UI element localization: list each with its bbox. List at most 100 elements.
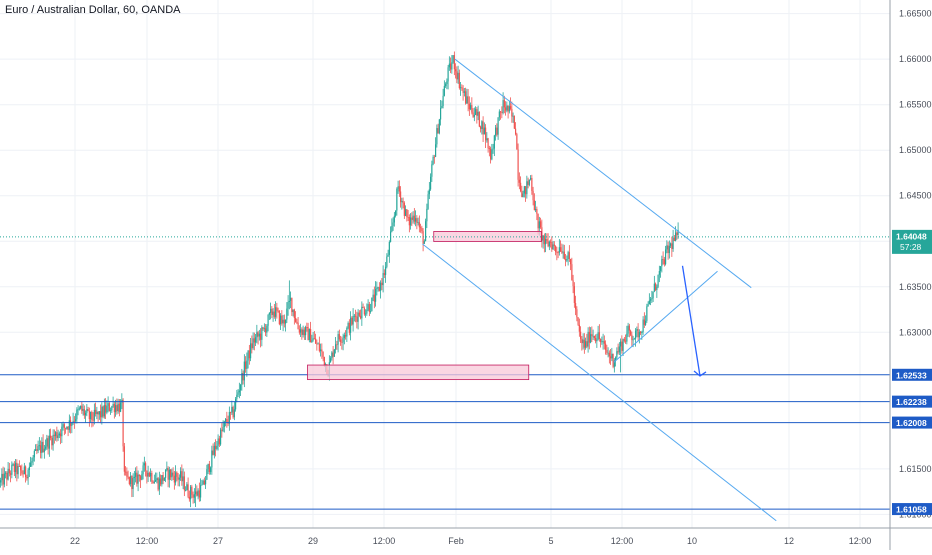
candle [150, 468, 152, 482]
candle-body [150, 472, 152, 477]
candle [185, 486, 187, 492]
candle-body [585, 341, 587, 348]
candle-body [222, 427, 224, 431]
candle-body [17, 466, 19, 475]
candle [370, 303, 372, 314]
candle [498, 109, 500, 121]
candle-body [152, 481, 154, 483]
candle [152, 480, 154, 484]
candle [640, 331, 642, 336]
candle-body [63, 424, 65, 428]
candle [448, 56, 450, 71]
candle [265, 323, 267, 337]
candle [48, 429, 50, 457]
candle [106, 400, 108, 415]
candle-body [62, 424, 64, 427]
candle-body [472, 112, 474, 117]
candle [158, 471, 160, 495]
candle [81, 401, 83, 414]
candle [397, 180, 399, 194]
candle-body [55, 432, 57, 437]
candle-body [297, 322, 299, 330]
candle [432, 154, 434, 166]
candle [457, 65, 459, 84]
candle-body [506, 105, 508, 111]
candle-body [271, 308, 273, 315]
candle-body [40, 445, 42, 453]
candle-body [220, 429, 222, 445]
candle [472, 108, 474, 119]
candle-body [496, 127, 498, 135]
candle-body [247, 350, 249, 361]
candle [555, 245, 557, 256]
candle [368, 301, 370, 317]
candle-body [6, 472, 8, 480]
trendline [454, 58, 752, 289]
candle [15, 459, 17, 479]
candle [345, 330, 347, 340]
candle [452, 55, 454, 64]
candle-body [228, 411, 230, 424]
candle-body [663, 259, 665, 265]
candle-body [451, 62, 453, 70]
candle [93, 403, 95, 425]
candle [651, 290, 653, 303]
candle-body [381, 282, 383, 286]
candle-body [456, 71, 458, 80]
candle-body [485, 127, 487, 141]
candle [440, 100, 442, 126]
candle-body [281, 315, 283, 324]
candle-body [37, 446, 39, 451]
candle-body [88, 410, 90, 420]
candle [177, 473, 179, 487]
candle-body [592, 335, 594, 337]
candle [668, 240, 670, 259]
candle [32, 454, 34, 466]
candle-body [206, 469, 208, 480]
candle-body [23, 466, 25, 475]
candle [333, 348, 335, 357]
candle [275, 301, 277, 322]
candle [58, 431, 60, 439]
candle [393, 212, 395, 227]
candle [517, 143, 519, 187]
candle [166, 461, 168, 472]
candle-body [306, 327, 308, 328]
candle [573, 282, 575, 308]
candle [8, 462, 10, 477]
trendline [422, 243, 777, 522]
candle-body [227, 422, 229, 424]
candle-body [85, 412, 87, 416]
candle [647, 301, 649, 307]
candle [466, 88, 468, 104]
candle [98, 410, 100, 420]
candle-body [646, 306, 648, 321]
candle-body [461, 87, 463, 89]
candle [666, 240, 668, 254]
candle [421, 225, 423, 234]
candle-body [100, 411, 102, 418]
candle [575, 295, 577, 316]
candle-body [601, 341, 603, 343]
candle-body [15, 462, 17, 472]
level-price-tag-label: 1.62008 [896, 418, 927, 428]
candle [473, 107, 475, 122]
candle-body [346, 327, 348, 337]
candle-body [657, 274, 659, 287]
candle-body [362, 306, 364, 308]
candle [282, 314, 284, 332]
candle-body [130, 476, 132, 485]
candle-body [131, 476, 133, 490]
candle-body [48, 435, 50, 449]
candle [87, 406, 89, 412]
candle [438, 118, 440, 135]
candle [541, 219, 543, 248]
candle [322, 351, 324, 362]
candle [357, 309, 359, 330]
candle-body [275, 307, 277, 317]
candle-body [391, 226, 393, 232]
candle-body [437, 128, 439, 134]
candle [446, 78, 448, 90]
